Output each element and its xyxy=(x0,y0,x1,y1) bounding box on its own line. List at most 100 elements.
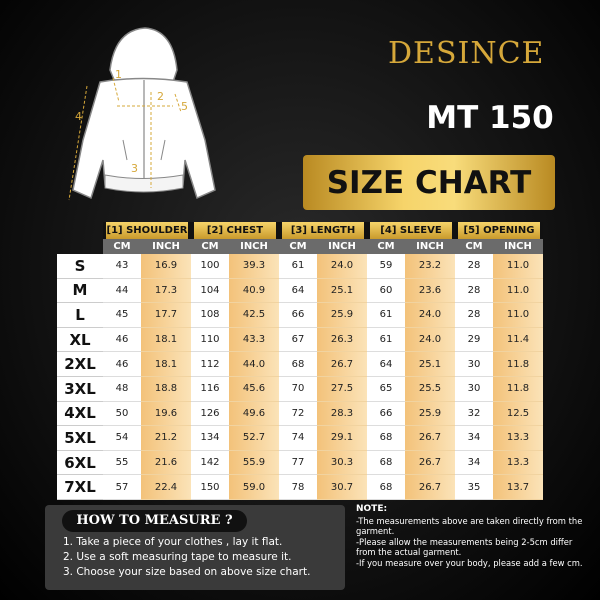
measurement: 34 xyxy=(455,426,493,451)
measurement: 27.5 xyxy=(317,376,367,402)
measurement: 68 xyxy=(367,475,405,500)
diagram-label: 1 xyxy=(115,68,122,81)
measurement: 26.7 xyxy=(405,450,455,476)
unit-header: CM xyxy=(367,239,405,254)
step: 1. Take a piece of your clothes , lay it… xyxy=(63,536,283,548)
size-label: 6XL xyxy=(57,450,103,476)
measurement: 13.3 xyxy=(493,450,543,476)
size-label: M xyxy=(57,278,103,304)
size-row: XL 46 18.1 110 43.3 67 26.3 61 24.0 29 11.4 xyxy=(57,327,543,353)
measurement: 48 xyxy=(103,376,141,402)
measurement: 65 xyxy=(367,376,405,402)
measurement: 30 xyxy=(455,352,493,377)
measurement: 59.0 xyxy=(229,475,279,500)
measurement: 126 xyxy=(191,401,229,427)
measurement: 17.7 xyxy=(141,303,191,328)
unit-row: CM INCH CM INCH CM INCH CM INCH CM INCH xyxy=(57,239,543,254)
size-row: S 43 16.9 100 39.3 61 24.0 59 23.2 28 11.0 xyxy=(57,254,543,279)
note-line: -The measurements above are taken direct… xyxy=(356,516,583,536)
measurement: 40.9 xyxy=(229,278,279,304)
measurement: 78 xyxy=(279,475,317,500)
measurement: 61 xyxy=(367,303,405,328)
measurement: 68 xyxy=(367,450,405,476)
unit-header: INCH xyxy=(493,239,543,254)
note-line: -Please allow the measurements being 2-5… xyxy=(356,537,573,557)
measurement: 61 xyxy=(367,327,405,353)
measurement: 42.5 xyxy=(229,303,279,328)
measurement: 77 xyxy=(279,450,317,476)
measurement: 11.8 xyxy=(493,352,543,377)
measurement: 19.6 xyxy=(141,401,191,427)
measurement: 21.2 xyxy=(141,426,191,451)
diagram-label: 5 xyxy=(181,100,188,113)
measurement: 24.0 xyxy=(405,327,455,353)
size-row: L 45 17.7 108 42.5 66 25.9 61 24.0 28 11.0 xyxy=(57,303,543,328)
measurement: 50 xyxy=(103,401,141,427)
measurement: 52.7 xyxy=(229,426,279,451)
measurement: 28 xyxy=(455,278,493,304)
size-label: 5XL xyxy=(57,426,103,451)
measurement: 28 xyxy=(455,303,493,328)
measurement: 18.1 xyxy=(141,327,191,353)
measurement: 44 xyxy=(103,278,141,304)
measurement: 43.3 xyxy=(229,327,279,353)
measurement: 29 xyxy=(455,327,493,353)
measurement: 66 xyxy=(279,303,317,328)
measurement: 68 xyxy=(279,352,317,377)
size-row: 7XL 57 22.4 150 59.0 78 30.7 68 26.7 35 13.7 xyxy=(57,475,543,500)
measurement: 30 xyxy=(455,376,493,402)
how-to-measure-title: HOW TO MEASURE ? xyxy=(62,510,247,532)
step: 3. Choose your size based on above size … xyxy=(63,566,311,578)
measurement: 11.0 xyxy=(493,303,543,328)
measurement: 32 xyxy=(455,401,493,427)
measurement: 26.3 xyxy=(317,327,367,353)
measurement: 12.5 xyxy=(493,401,543,427)
group-header: [3] LENGTH xyxy=(279,222,367,239)
size-label: 7XL xyxy=(57,475,103,500)
measurement: 74 xyxy=(279,426,317,451)
measurement: 108 xyxy=(191,303,229,328)
measurement: 46 xyxy=(103,327,141,353)
measurement: 26.7 xyxy=(317,352,367,377)
measurement: 16.9 xyxy=(141,254,191,279)
measurement: 45 xyxy=(103,303,141,328)
unit-header: INCH xyxy=(141,239,191,254)
measurement: 11.0 xyxy=(493,278,543,304)
group-header: [1] SHOULDER xyxy=(103,222,191,239)
brand-logo: DESINCE xyxy=(388,36,545,71)
measurement: 25.1 xyxy=(317,278,367,304)
measurement: 39.3 xyxy=(229,254,279,279)
measurement: 13.7 xyxy=(493,475,543,500)
measurement: 11.4 xyxy=(493,327,543,353)
measurement: 34 xyxy=(455,450,493,476)
measurement: 35 xyxy=(455,475,493,500)
unit-header: CM xyxy=(103,239,141,254)
measurement: 100 xyxy=(191,254,229,279)
measurement: 59 xyxy=(367,254,405,279)
spacer xyxy=(57,239,103,254)
spacer xyxy=(57,222,103,239)
diagram-label: 2 xyxy=(157,90,164,103)
measurement: 46 xyxy=(103,352,141,377)
measurement: 30.3 xyxy=(317,450,367,476)
measurement: 112 xyxy=(191,352,229,377)
measurement: 54 xyxy=(103,426,141,451)
note-title: NOTE: xyxy=(356,504,388,514)
measurement: 64 xyxy=(279,278,317,304)
measurement: 43 xyxy=(103,254,141,279)
measurement: 72 xyxy=(279,401,317,427)
measurement: 22.4 xyxy=(141,475,191,500)
measurement: 17.3 xyxy=(141,278,191,304)
measurement: 11.0 xyxy=(493,254,543,279)
model-number: MT 150 xyxy=(426,100,554,136)
measurement: 134 xyxy=(191,426,229,451)
size-table: [1] SHOULDER [2] CHEST [3] LENGTH [4] SLEEV… xyxy=(57,222,543,500)
measurement: 13.3 xyxy=(493,426,543,451)
measurement: 23.2 xyxy=(405,254,455,279)
size-row: 6XL 55 21.6 142 55.9 77 30.3 68 26.7 34 13.3 xyxy=(57,450,543,476)
measurement: 26.7 xyxy=(405,475,455,500)
size-label: 3XL xyxy=(57,376,103,402)
size-row: 5XL 54 21.2 134 52.7 74 29.1 68 26.7 34 13.3 xyxy=(57,426,543,451)
measurement: 25.9 xyxy=(317,303,367,328)
size-row: M 44 17.3 104 40.9 64 25.1 60 23.6 28 11.0 xyxy=(57,278,543,304)
